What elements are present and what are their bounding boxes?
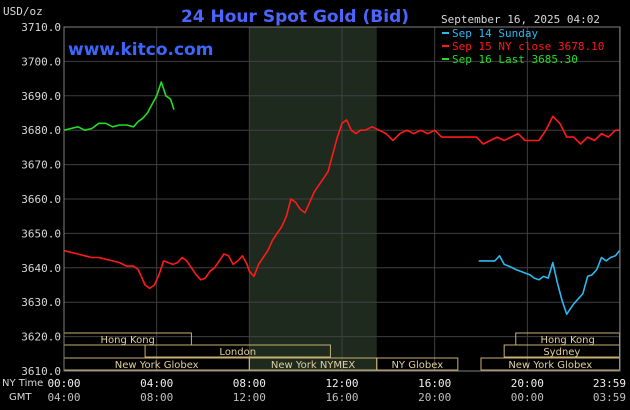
watermark-url: www.kitco.com bbox=[68, 40, 213, 60]
x-tick-label-ny: 20:00 bbox=[511, 377, 544, 390]
y-tick-label: 3650.0 bbox=[21, 227, 61, 240]
plot-frame bbox=[63, 26, 621, 372]
x-tick-label-ny: 04:00 bbox=[140, 377, 173, 390]
x-tick-label-gmt: 16:00 bbox=[325, 391, 358, 404]
x-tick-label-ny: 12:00 bbox=[325, 377, 358, 390]
price-series bbox=[63, 81, 621, 316]
y-tick-label: 3620.0 bbox=[21, 331, 61, 344]
y-unit-label: USD/oz bbox=[3, 5, 43, 18]
x-tick-label-ny: 16:00 bbox=[418, 377, 451, 390]
market-session-bars: Hong Kong London New York Globex New York N… bbox=[63, 332, 621, 371]
legend-label: Sep 15 NY close 3678.10 bbox=[452, 40, 604, 53]
session-label: New York NYMEX bbox=[271, 360, 356, 371]
session-bar bbox=[144, 344, 331, 358]
y-tick-label: 3710.0 bbox=[21, 21, 61, 34]
x-tick-label-gmt: 12:00 bbox=[233, 391, 266, 404]
y-tick-label: 3690.0 bbox=[21, 90, 61, 103]
x-tick-label-gmt: 03:59 bbox=[593, 391, 626, 404]
session-label: NY Globex bbox=[391, 360, 443, 371]
y-tick-label: 3660.0 bbox=[21, 193, 61, 206]
legend-label: Sep 14 Sunday bbox=[452, 27, 538, 40]
session-label: Hong Kong bbox=[101, 335, 155, 346]
y-axis: 3710.0 3700.0 3690.0 3680.0 3670.0 3660.0 3650… bbox=[21, 21, 61, 378]
x-tick-label-gmt: 08:00 bbox=[140, 391, 173, 404]
series-line-3 bbox=[63, 81, 175, 131]
session-label: Sydney bbox=[543, 347, 580, 358]
y-tick-label: 3670.0 bbox=[21, 159, 61, 172]
y-tick-label: 3700.0 bbox=[21, 55, 61, 68]
x-row1-label: NY Time bbox=[2, 378, 43, 389]
x-axis: NY TimeGMT00:0004:0004:0008:0008:0012:00… bbox=[2, 377, 626, 404]
timestamp: September 16, 2025 04:02 bbox=[441, 13, 600, 26]
session-label: London bbox=[219, 347, 256, 358]
y-tick-label: 3630.0 bbox=[21, 296, 61, 309]
x-tick-label-ny: 08:00 bbox=[233, 377, 266, 390]
y-tick-label: 3640.0 bbox=[21, 262, 61, 275]
series-line-2 bbox=[63, 115, 620, 290]
session-label: Hong Kong bbox=[540, 335, 594, 346]
session-label: New York Globex bbox=[115, 360, 199, 371]
chart-title: 24 Hour Spot Gold (Bid) bbox=[181, 7, 409, 27]
y-tick-label: 3680.0 bbox=[21, 124, 61, 137]
session-label: New York Globex bbox=[508, 360, 592, 371]
x-row2-label: GMT bbox=[9, 392, 32, 403]
y-tick-label: 3610.0 bbox=[21, 365, 61, 378]
x-tick-label-gmt: 00:00 bbox=[511, 391, 544, 404]
legend-label: Sep 16 Last 3685.30 bbox=[452, 53, 578, 66]
x-tick-label-ny: 00:00 bbox=[47, 377, 80, 390]
x-tick-label-ny: 23:59 bbox=[593, 377, 626, 390]
session-bar bbox=[376, 357, 459, 371]
x-tick-label-gmt: 04:00 bbox=[47, 391, 80, 404]
series-line-1 bbox=[478, 250, 621, 316]
x-tick-label-gmt: 20:00 bbox=[418, 391, 451, 404]
